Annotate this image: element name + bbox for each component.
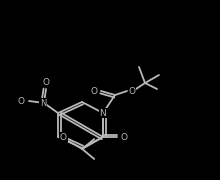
Text: O: O [18,96,24,105]
Text: N: N [40,98,46,107]
Text: O: O [128,87,136,96]
Text: O: O [90,87,97,96]
Text: N: N [100,109,106,118]
Text: O: O [60,132,67,141]
Text: O: O [121,132,128,141]
Text: O: O [42,78,50,87]
